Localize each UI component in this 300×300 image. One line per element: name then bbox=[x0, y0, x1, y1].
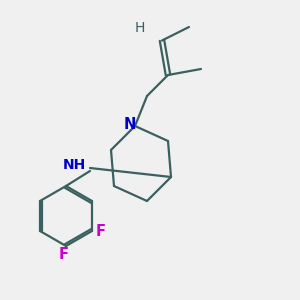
Text: N: N bbox=[123, 117, 136, 132]
Text: NH: NH bbox=[62, 158, 86, 172]
Text: F: F bbox=[95, 224, 105, 238]
Text: F: F bbox=[58, 247, 69, 262]
Text: H: H bbox=[134, 22, 145, 35]
